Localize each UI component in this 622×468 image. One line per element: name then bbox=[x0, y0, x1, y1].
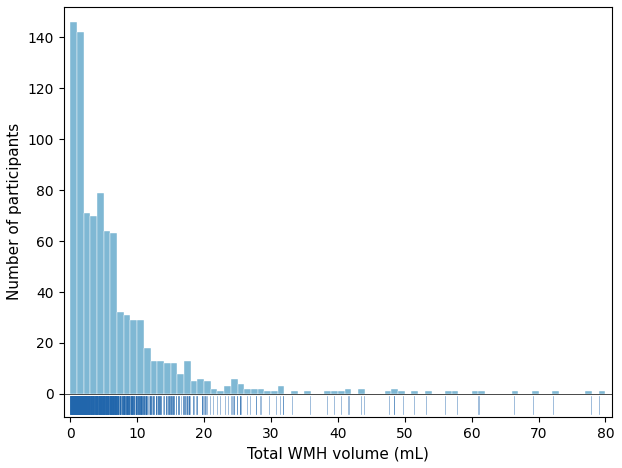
Bar bbox=[90, 216, 97, 394]
Bar bbox=[170, 363, 177, 394]
Bar bbox=[117, 313, 124, 394]
Bar bbox=[331, 391, 338, 394]
Bar bbox=[599, 391, 605, 394]
Bar bbox=[77, 32, 84, 394]
Bar bbox=[411, 391, 418, 394]
Bar bbox=[471, 391, 478, 394]
Bar bbox=[164, 363, 170, 394]
Y-axis label: Number of participants: Number of participants bbox=[7, 123, 22, 300]
Bar bbox=[271, 391, 277, 394]
Bar bbox=[251, 389, 258, 394]
Bar bbox=[585, 391, 592, 394]
Bar bbox=[104, 231, 111, 394]
Bar bbox=[552, 391, 559, 394]
Bar bbox=[478, 391, 485, 394]
Bar bbox=[398, 391, 405, 394]
Bar bbox=[391, 389, 398, 394]
Bar bbox=[358, 389, 364, 394]
Bar bbox=[512, 391, 519, 394]
Bar bbox=[204, 381, 211, 394]
Bar bbox=[258, 389, 264, 394]
Bar bbox=[264, 391, 271, 394]
Bar bbox=[191, 381, 197, 394]
Bar bbox=[151, 361, 157, 394]
Bar bbox=[291, 391, 298, 394]
Bar bbox=[304, 391, 311, 394]
Bar bbox=[184, 361, 191, 394]
Bar bbox=[238, 384, 244, 394]
Bar bbox=[144, 348, 151, 394]
Bar bbox=[131, 320, 137, 394]
Bar bbox=[177, 373, 184, 394]
Bar bbox=[338, 391, 345, 394]
Bar bbox=[345, 389, 351, 394]
Bar bbox=[111, 234, 117, 394]
Bar bbox=[244, 389, 251, 394]
Bar bbox=[445, 391, 452, 394]
Bar bbox=[211, 389, 218, 394]
Bar bbox=[124, 315, 131, 394]
Bar bbox=[137, 320, 144, 394]
Bar bbox=[97, 193, 104, 394]
Bar bbox=[70, 22, 77, 394]
Bar bbox=[197, 379, 204, 394]
Bar bbox=[84, 213, 90, 394]
Bar bbox=[325, 391, 331, 394]
X-axis label: Total WMH volume (mL): Total WMH volume (mL) bbox=[247, 446, 429, 461]
Bar bbox=[157, 361, 164, 394]
Bar bbox=[218, 391, 224, 394]
Bar bbox=[224, 386, 231, 394]
Bar bbox=[532, 391, 539, 394]
Bar bbox=[231, 379, 238, 394]
Bar bbox=[277, 386, 284, 394]
Bar bbox=[425, 391, 432, 394]
Bar bbox=[452, 391, 458, 394]
Bar bbox=[384, 391, 391, 394]
